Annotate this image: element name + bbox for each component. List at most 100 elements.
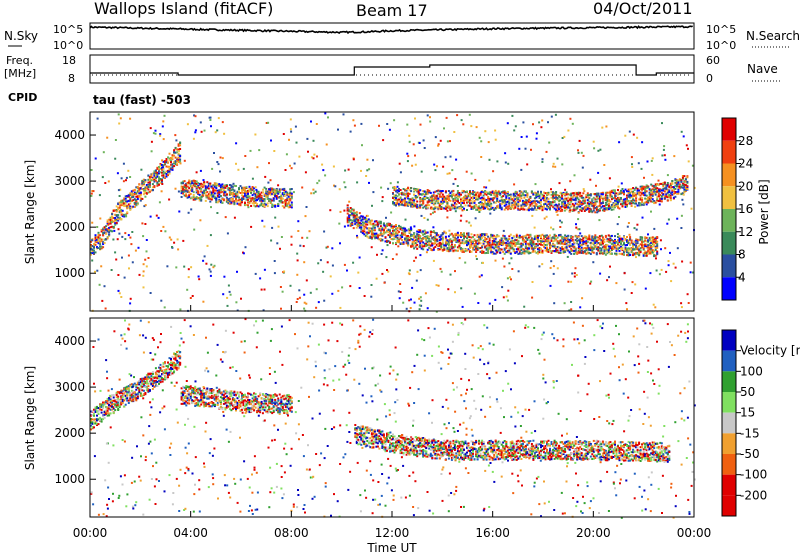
power-pixel xyxy=(485,248,488,251)
power-pixel xyxy=(179,158,182,161)
power-pixel xyxy=(361,221,364,224)
power-pixel xyxy=(517,242,520,245)
power-pixel xyxy=(248,200,251,203)
power-pixel xyxy=(441,197,444,200)
power-pixel xyxy=(210,185,213,188)
power-pixel xyxy=(367,229,370,232)
power-pixel xyxy=(521,248,524,250)
power-pixel xyxy=(503,191,506,194)
power-pixel xyxy=(645,201,648,203)
power-pixel xyxy=(151,183,154,186)
power-pixel xyxy=(372,226,375,229)
power-pixel xyxy=(479,208,482,211)
power-pixel xyxy=(530,190,533,193)
power-pixel xyxy=(680,193,683,196)
power-pixel xyxy=(641,203,644,206)
power-pixel xyxy=(613,203,616,206)
power-pixel xyxy=(491,252,494,255)
power-pixel xyxy=(556,251,559,254)
power-pixel xyxy=(346,212,349,215)
power-pixel xyxy=(411,203,414,206)
power-pixel xyxy=(677,191,680,193)
power-pixel xyxy=(248,195,251,198)
power-pixel xyxy=(564,238,567,241)
power-pixel xyxy=(287,195,290,198)
power-pixel xyxy=(389,233,391,235)
power-pixel xyxy=(370,227,373,230)
power-pixel xyxy=(273,150,276,152)
power-pixel xyxy=(426,197,429,199)
power-pixel xyxy=(447,239,450,242)
power-pixel xyxy=(396,200,399,203)
power-pixel xyxy=(610,204,613,206)
power-pixel xyxy=(541,233,544,236)
power-pixel xyxy=(349,207,352,209)
power-pixel xyxy=(455,193,458,196)
power-pixel xyxy=(506,277,509,280)
power-pixel xyxy=(429,199,432,202)
power-pixel xyxy=(392,227,394,230)
power-pixel xyxy=(589,178,592,181)
power-pixel xyxy=(278,199,281,202)
power-pixel xyxy=(461,239,464,242)
power-pixel xyxy=(286,193,289,196)
power-pixel xyxy=(595,208,598,211)
power-pixel xyxy=(491,234,494,237)
power-pixel xyxy=(549,234,551,237)
power-pixel xyxy=(653,243,656,246)
power-pixel xyxy=(607,204,610,207)
power-pixel xyxy=(393,230,396,233)
power-pixel xyxy=(395,228,397,230)
power-pixel xyxy=(549,246,551,249)
power-pixel xyxy=(653,250,656,253)
power-pixel xyxy=(559,235,562,238)
power-pixel xyxy=(651,243,654,245)
power-pixel xyxy=(416,205,419,208)
power-pixel xyxy=(231,197,234,200)
power-pixel xyxy=(392,202,394,205)
power-pixel xyxy=(241,199,243,201)
power-pixel xyxy=(466,195,468,198)
power-pixel xyxy=(182,192,185,195)
power-pixel xyxy=(354,211,357,214)
power-pixel xyxy=(161,180,163,183)
power-pixel xyxy=(561,195,564,198)
power-pixel xyxy=(434,237,437,240)
power-pixel xyxy=(654,248,657,251)
power-pixel xyxy=(431,199,434,202)
power-pixel xyxy=(308,230,311,233)
power-pixel xyxy=(417,188,420,191)
power-pixel xyxy=(645,190,648,193)
power-pixel xyxy=(218,191,221,194)
power-pixel xyxy=(482,250,485,253)
power-pixel xyxy=(617,206,619,209)
power-pixel xyxy=(268,198,271,201)
power-pixel xyxy=(401,233,404,236)
power-pixel xyxy=(580,196,583,199)
power-pixel xyxy=(662,188,665,190)
power-pixel xyxy=(469,199,471,202)
power-pixel xyxy=(500,202,503,205)
power-pixel xyxy=(419,246,422,249)
power-pixel xyxy=(398,224,400,227)
power-pixel xyxy=(650,245,653,247)
power-pixel xyxy=(449,207,452,210)
power-pixel xyxy=(552,250,555,252)
power-pixel xyxy=(251,186,254,188)
power-pixel xyxy=(452,192,455,195)
power-pixel xyxy=(195,180,198,183)
power-pixel xyxy=(546,197,548,200)
power-pixel xyxy=(517,196,520,199)
power-pixel xyxy=(598,204,601,207)
power-pixel xyxy=(136,187,139,190)
power-pixel xyxy=(555,191,558,193)
power-pixel xyxy=(632,195,635,198)
power-pixel xyxy=(432,194,435,197)
power-pixel xyxy=(244,191,246,194)
power-pixel xyxy=(550,236,553,239)
power-pixel xyxy=(558,240,561,243)
power-pixel xyxy=(464,235,467,238)
power-pixel xyxy=(609,250,612,253)
power-pixel xyxy=(635,244,638,247)
power-pixel xyxy=(100,240,103,243)
